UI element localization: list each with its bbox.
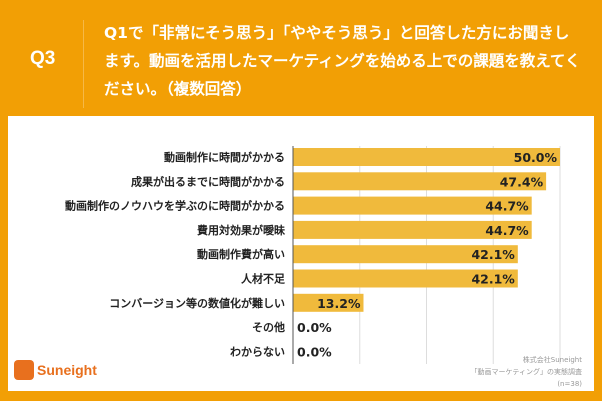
data-label: 0.0% [297,344,332,359]
logo: Suneight [14,360,97,380]
question-number: Q3 [30,48,56,69]
data-label: 42.1% [471,272,515,287]
logo-text: Suneight [37,362,97,378]
data-label: 44.7% [485,223,529,238]
category-label: コンバージョン等の数値化が難しい [109,296,285,310]
source-survey: 「動画マーケティング」の実態調査 [470,368,582,376]
data-label: 13.2% [317,296,361,311]
bar [293,196,532,215]
bar [293,245,518,264]
bar [293,148,560,166]
source-note: 株式会社Suneight 「動画マーケティング」の実態調査 (n=38) [471,354,582,390]
logo-icon [14,360,34,380]
data-label: 44.7% [485,199,529,214]
data-label: 47.4% [500,174,544,189]
data-label: 0.0% [297,320,332,335]
category-label: その他 [252,320,285,334]
category-label: 動画制作のノウハウを学ぶのに時間がかかる [65,199,285,213]
bar [293,220,532,239]
source-company: 株式会社Suneight [522,356,582,364]
category-label: 動画制作に時間がかかる [164,150,285,164]
category-label: 成果が出るまでに時間がかかる [131,174,285,188]
category-label: 動画制作費が高い [197,247,285,261]
category-label: 費用対効果が曖昧 [196,223,286,237]
bar [293,269,518,288]
data-label: 50.0% [514,150,558,165]
source-n: (n=38) [557,380,582,388]
category-label: 人材不足 [241,272,286,286]
category-label: わからない [230,345,285,358]
bar [293,293,364,312]
data-label: 42.1% [471,247,515,262]
divider [83,20,84,108]
question-text: Q1で「非常にそう思う」「ややそう思う」と回答した方にお聞きします。動画を活用し… [104,24,581,98]
bar [293,172,547,191]
